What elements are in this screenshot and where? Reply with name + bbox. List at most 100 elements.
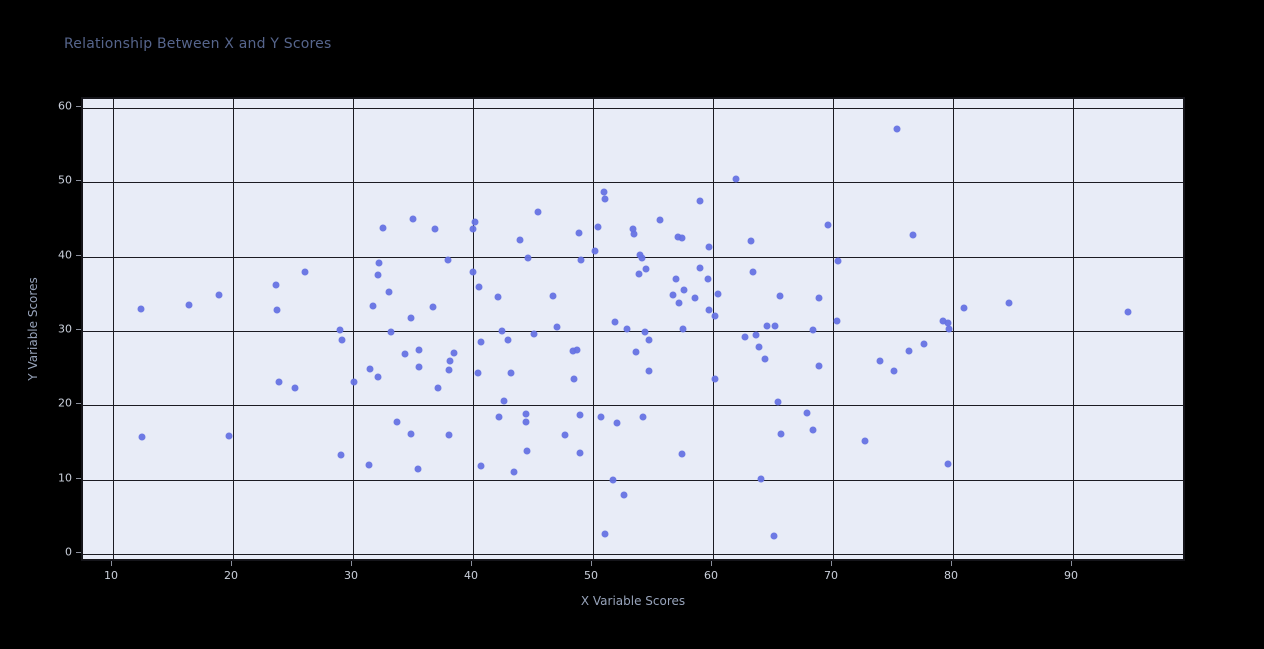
scatter-point: [446, 357, 454, 365]
scatter-point: [833, 317, 841, 325]
x-tick-label: 60: [704, 569, 718, 582]
scatter-point: [597, 413, 605, 421]
scatter-point: [761, 355, 769, 362]
scatter-point: [749, 268, 757, 275]
y-gridline: [83, 331, 1183, 332]
y-tick-label: 60: [58, 99, 72, 113]
scatter-point: [477, 462, 485, 470]
scatter-point: [704, 275, 712, 283]
x-tick-mark: [831, 561, 832, 566]
scatter-point: [445, 366, 453, 374]
scatter-point: [638, 254, 646, 262]
scatter-point: [672, 275, 680, 283]
scatter-point: [714, 290, 722, 298]
scatter-point: [824, 221, 832, 229]
x-tick-label: 20: [224, 569, 238, 582]
scatter-point: [575, 229, 583, 237]
scatter-point: [522, 410, 530, 418]
scatter-point: [522, 418, 530, 426]
scatter-point: [909, 231, 917, 239]
scatter-point: [516, 236, 524, 244]
scatter-point: [777, 430, 785, 438]
x-tick-mark: [591, 561, 592, 566]
scatter-point: [385, 288, 393, 296]
scatter-point: [939, 317, 947, 325]
scatter-point: [905, 347, 913, 355]
scatter-point: [696, 264, 704, 272]
x-gridline: [353, 99, 354, 559]
x-tick-mark: [951, 561, 952, 566]
scatter-point: [510, 468, 518, 476]
scatter-point: [591, 247, 599, 255]
scatter-point: [477, 338, 485, 346]
scatter-point: [445, 431, 453, 439]
scatter-point: [275, 378, 283, 386]
scatter-point: [469, 225, 477, 233]
scatter-point: [577, 256, 585, 264]
scatter-point: [696, 197, 704, 205]
scatter-point: [225, 432, 233, 440]
scatter-point: [415, 346, 423, 354]
scatter-point: [613, 419, 621, 427]
scatter-point: [705, 306, 713, 314]
x-gridline: [1073, 99, 1074, 559]
y-gridline: [83, 405, 1183, 407]
scatter-point: [809, 426, 817, 434]
y-gridline: [83, 182, 1183, 184]
x-tick-mark: [1071, 561, 1072, 566]
scatter-point: [530, 330, 538, 338]
scatter-point: [1005, 299, 1013, 307]
scatter-point: [834, 257, 842, 265]
scatter-point: [711, 375, 719, 383]
scatter-point: [944, 460, 952, 468]
scatter-point: [576, 411, 584, 419]
scatter-point: [534, 208, 542, 216]
scatter-point: [553, 323, 561, 331]
scatter-point: [350, 378, 358, 386]
scatter-point: [893, 125, 901, 133]
scatter-point: [774, 398, 782, 406]
x-gridline: [833, 99, 834, 559]
scatter-point: [561, 431, 569, 439]
scatter-point: [752, 331, 760, 339]
scatter-point: [475, 283, 483, 291]
scatter-point: [375, 259, 383, 267]
scatter-point: [365, 461, 373, 469]
scatter-point: [576, 449, 584, 457]
y-tick-mark: [76, 105, 81, 107]
scatter-point: [705, 243, 713, 251]
y-tick-mark: [76, 403, 81, 405]
y-tick-label: 50: [58, 173, 72, 187]
y-gridline: [83, 554, 1183, 556]
scatter-point: [711, 312, 719, 320]
scatter-point: [944, 319, 952, 327]
scatter-point: [523, 447, 531, 455]
scatter-point: [763, 322, 771, 330]
scatter-point: [876, 357, 884, 365]
scatter-point: [431, 225, 439, 233]
y-gridline: [83, 256, 1183, 258]
scatter-point: [273, 306, 281, 314]
x-gridline: [593, 99, 594, 559]
scatter-point: [498, 327, 506, 335]
scatter-point: [137, 305, 145, 313]
scatter-point: [494, 293, 502, 301]
scatter-point: [374, 373, 382, 381]
y-tick-mark: [76, 180, 81, 182]
scatter-point: [678, 234, 686, 242]
scatter-point: [815, 362, 823, 370]
scatter-point: [656, 216, 664, 224]
scatter-point: [429, 303, 437, 311]
y-axis-label: Y Variable Scores: [26, 277, 40, 381]
scatter-point: [770, 532, 778, 540]
scatter-point: [920, 340, 928, 348]
x-tick-mark: [711, 561, 712, 566]
x-tick-label: 80: [944, 569, 958, 582]
scatter-point: [415, 363, 423, 371]
y-gridline: [83, 479, 1183, 481]
y-tick-label: 30: [58, 322, 72, 336]
y-tick-mark: [76, 477, 81, 479]
scatter-point: [444, 256, 452, 264]
scatter-point: [504, 336, 512, 344]
